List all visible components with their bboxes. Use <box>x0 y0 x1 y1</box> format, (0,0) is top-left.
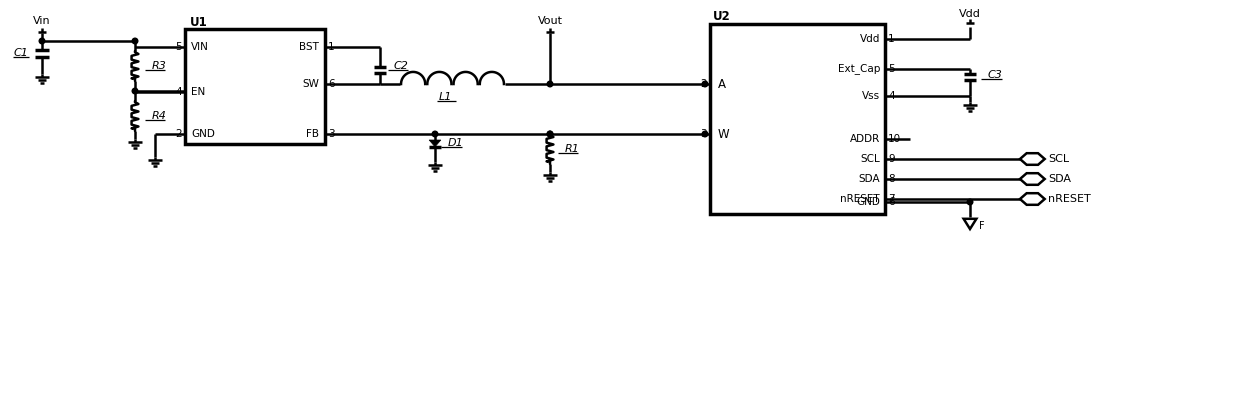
Text: SCL: SCL <box>861 154 880 164</box>
Text: 2: 2 <box>175 129 182 139</box>
Text: U2: U2 <box>713 11 730 23</box>
Text: L1: L1 <box>438 92 451 102</box>
Circle shape <box>547 131 553 137</box>
Text: 7: 7 <box>888 194 894 204</box>
Text: 2: 2 <box>701 79 707 89</box>
Text: GND: GND <box>191 129 215 139</box>
Text: Vin: Vin <box>33 16 51 26</box>
Text: F: F <box>980 221 985 231</box>
Bar <box>185 29 325 144</box>
Text: 4: 4 <box>175 87 182 97</box>
Circle shape <box>133 88 138 94</box>
Text: SCL: SCL <box>1048 154 1069 164</box>
Circle shape <box>547 131 553 137</box>
Text: ADDR: ADDR <box>849 134 880 144</box>
Text: GND: GND <box>856 197 880 207</box>
Bar <box>711 24 885 214</box>
Text: W: W <box>718 128 729 141</box>
Text: nRESET: nRESET <box>1048 194 1091 204</box>
Text: VIN: VIN <box>191 42 208 52</box>
Circle shape <box>702 131 708 137</box>
Polygon shape <box>429 140 441 147</box>
Text: Vout: Vout <box>537 16 563 26</box>
Text: 5: 5 <box>175 42 182 52</box>
Text: C2: C2 <box>394 61 409 71</box>
Circle shape <box>967 199 973 205</box>
Text: 3: 3 <box>701 129 707 139</box>
Text: A: A <box>718 77 725 90</box>
Text: 1: 1 <box>888 34 894 44</box>
Text: SDA: SDA <box>1048 174 1071 184</box>
Text: 3: 3 <box>329 129 335 139</box>
Text: EN: EN <box>191 87 206 97</box>
Text: C1: C1 <box>14 49 29 58</box>
Text: 6: 6 <box>329 79 335 89</box>
Text: 6: 6 <box>888 197 894 207</box>
Text: R4: R4 <box>153 111 167 121</box>
Circle shape <box>133 38 138 44</box>
Circle shape <box>547 81 553 87</box>
Text: BST: BST <box>299 42 319 52</box>
Text: Vss: Vss <box>862 91 880 101</box>
Text: U1: U1 <box>190 16 208 29</box>
Text: Vdd: Vdd <box>859 34 880 44</box>
Text: SDA: SDA <box>858 174 880 184</box>
Text: R3: R3 <box>153 61 167 71</box>
Text: Vdd: Vdd <box>959 9 981 19</box>
Text: R1: R1 <box>565 144 580 154</box>
Text: 4: 4 <box>888 91 894 101</box>
Circle shape <box>40 38 45 44</box>
Text: 8: 8 <box>888 174 894 184</box>
Text: 5: 5 <box>888 64 894 74</box>
Text: SW: SW <box>303 79 319 89</box>
Text: C3: C3 <box>988 70 1003 80</box>
Text: 10: 10 <box>888 134 901 144</box>
Text: 1: 1 <box>329 42 335 52</box>
Text: nRESET: nRESET <box>841 194 880 204</box>
Text: D1: D1 <box>448 139 464 148</box>
Circle shape <box>433 131 438 137</box>
Circle shape <box>702 81 708 87</box>
Text: FB: FB <box>306 129 319 139</box>
Text: Ext_Cap: Ext_Cap <box>838 63 880 74</box>
Text: 9: 9 <box>888 154 894 164</box>
